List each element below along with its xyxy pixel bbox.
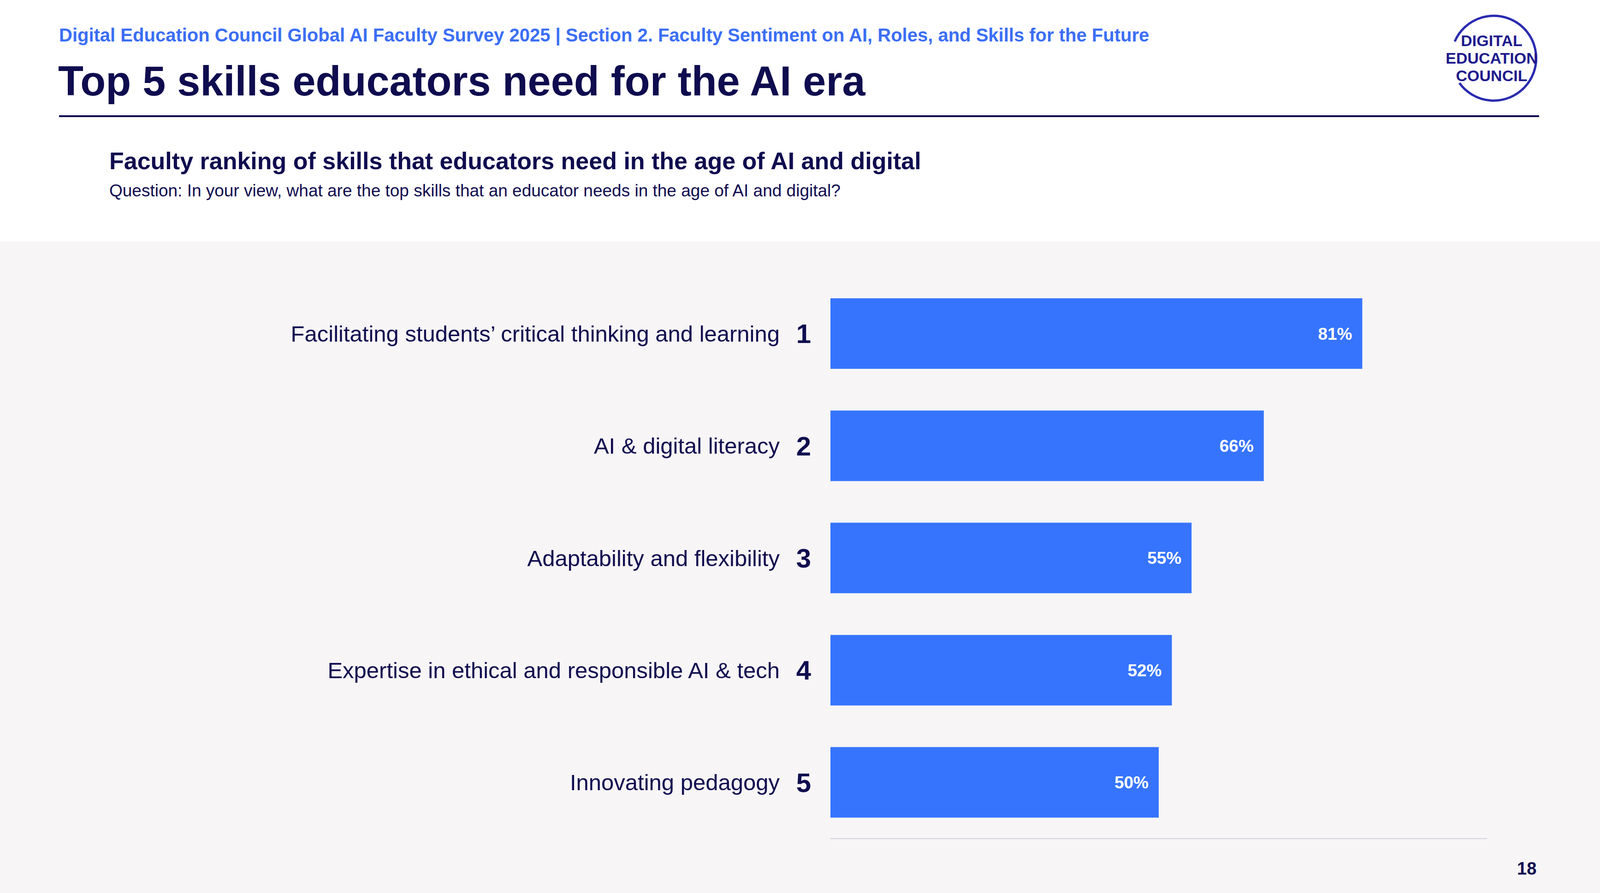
svg-text:Adaptability and flexibility: Adaptability and flexibility <box>527 545 781 571</box>
svg-text:Facilitating students’ critica: Facilitating students’ critical thinking… <box>290 321 780 347</box>
svg-text:DIGITAL: DIGITAL <box>1460 31 1523 50</box>
svg-text:52%: 52% <box>1127 661 1162 681</box>
svg-text:EDUCATION: EDUCATION <box>1445 49 1538 67</box>
svg-text:AI & digital literacy: AI & digital literacy <box>593 433 781 459</box>
html-text:Digital Education Council Glob: Digital Education Council Global AI Facu… <box>59 24 1150 46</box>
html-text:Question: In your view, what a: Question: In your view, what are the top… <box>109 181 841 201</box>
svg-text:Innovating pedagogy: Innovating pedagogy <box>569 770 780 795</box>
svg-text:5: 5 <box>796 767 812 798</box>
svg-text:1: 1 <box>796 318 812 349</box>
svg-text:Expertise in ethical and respo: Expertise in ethical and responsible AI … <box>327 657 780 683</box>
html-text:Faculty ranking of skills that: Faculty ranking of skills that educators… <box>109 147 922 175</box>
svg-text:2: 2 <box>796 431 812 462</box>
svg-text:3: 3 <box>796 543 812 574</box>
svg-text:4: 4 <box>796 655 812 686</box>
svg-text:81%: 81% <box>1317 324 1352 344</box>
svg-text:50%: 50% <box>1114 773 1149 793</box>
svg-text:55%: 55% <box>1147 548 1182 568</box>
html-text:18: 18 <box>1517 859 1537 879</box>
html-text:Top 5 skills educators need fo: Top 5 skills educators need for the AI e… <box>58 58 866 105</box>
svg-text:66%: 66% <box>1219 436 1254 456</box>
svg-text:COUNCIL: COUNCIL <box>1456 66 1528 85</box>
